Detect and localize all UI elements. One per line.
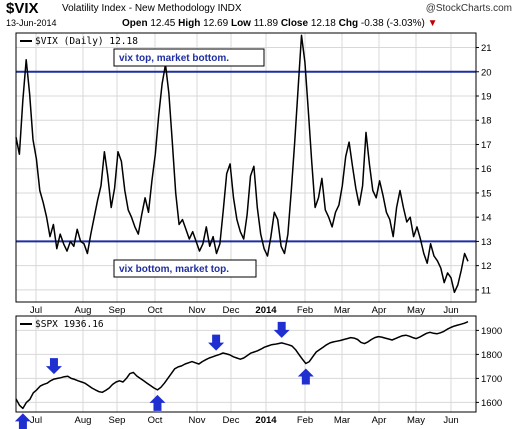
x-tick-label: Dec bbox=[223, 415, 240, 426]
y-tick-label: 12 bbox=[481, 261, 492, 272]
y-tick-label: 1700 bbox=[481, 374, 502, 385]
x-tick-label: Jun bbox=[443, 415, 458, 426]
x-tick-label: Feb bbox=[297, 415, 313, 426]
y-tick-label: 15 bbox=[481, 188, 492, 199]
chart-header: $VIX Volatility Index - New Methodology … bbox=[0, 0, 520, 30]
x-tick-label: May bbox=[407, 415, 425, 426]
x-tick-label: Aug bbox=[75, 415, 92, 426]
quote-date: 13-Jun-2014 bbox=[6, 18, 57, 28]
arrow-up-icon bbox=[14, 413, 31, 429]
close-value: 12.18 bbox=[310, 18, 336, 29]
description: Volatility Index - New Methodology bbox=[62, 3, 215, 14]
chg-value: -0.38 (-3.03%) bbox=[360, 18, 425, 29]
quote-line: Open 12.45 High 12.69 Low 11.89 Close 12… bbox=[122, 18, 438, 29]
y-tick-label: 14 bbox=[481, 213, 492, 224]
exchange: INDX bbox=[217, 3, 242, 14]
price-series-line bbox=[15, 321, 469, 410]
x-tick-label: Apr bbox=[372, 415, 387, 426]
x-tick-label: 2014 bbox=[255, 415, 277, 426]
y-tick-label: 11 bbox=[481, 285, 491, 296]
arrow-up-icon bbox=[297, 368, 314, 385]
x-tick-label: Oct bbox=[148, 305, 163, 316]
panel-frame bbox=[15, 32, 477, 303]
x-tick-label: May bbox=[407, 305, 425, 316]
panel-spx bbox=[14, 315, 479, 429]
annotation-box bbox=[113, 48, 265, 67]
x-tick-label: Apr bbox=[372, 305, 387, 316]
x-tick-label: Oct bbox=[148, 415, 163, 426]
x-tick-label: 2014 bbox=[255, 305, 277, 316]
chg-label: Chg bbox=[338, 18, 359, 29]
annotation-text: vix top, market bottom. bbox=[119, 53, 229, 64]
arrow-up-icon bbox=[149, 394, 166, 411]
y-tick-label: 17 bbox=[481, 140, 492, 151]
open-label: Open bbox=[122, 18, 148, 29]
panel-vix bbox=[15, 32, 479, 303]
arrow-down-icon bbox=[273, 321, 290, 338]
high-label: High bbox=[178, 18, 201, 29]
low-label: Low bbox=[230, 18, 251, 29]
y-tick-label: 21 bbox=[481, 43, 492, 54]
price-series-line bbox=[15, 34, 469, 294]
y-tick-label: 20 bbox=[481, 67, 492, 78]
y-tick-label: 19 bbox=[481, 92, 492, 103]
panel-label: $SPX 1936.16 bbox=[35, 319, 104, 330]
annotation-text: vix bottom, market top. bbox=[119, 264, 229, 275]
low-value: 11.89 bbox=[253, 18, 279, 29]
annotation-box bbox=[113, 259, 257, 278]
x-tick-label: Dec bbox=[223, 305, 240, 316]
y-tick-label: 16 bbox=[481, 164, 492, 175]
high-value: 12.69 bbox=[203, 18, 229, 29]
x-tick-label: Feb bbox=[297, 305, 313, 316]
y-tick-label: 18 bbox=[481, 116, 492, 127]
y-tick-label: 1800 bbox=[481, 350, 502, 361]
arrow-down-icon bbox=[45, 358, 62, 375]
brand-label: @StockCharts.com bbox=[425, 3, 512, 14]
arrow-down-icon bbox=[208, 334, 225, 351]
x-tick-label: Jul bbox=[30, 415, 42, 426]
y-tick-label: 1600 bbox=[481, 398, 502, 409]
x-tick-label: Aug bbox=[75, 305, 92, 316]
x-tick-label: Sep bbox=[109, 415, 126, 426]
description-line: Volatility Index - New Methodology INDX bbox=[62, 3, 242, 14]
x-tick-label: Nov bbox=[189, 415, 206, 426]
x-tick-label: Jun bbox=[443, 305, 458, 316]
open-value: 12.45 bbox=[150, 18, 176, 29]
x-tick-label: Nov bbox=[189, 305, 206, 316]
panel-label: $VIX (Daily) 12.18 bbox=[35, 36, 138, 47]
x-tick-label: Mar bbox=[334, 415, 350, 426]
y-tick-label: 13 bbox=[481, 237, 492, 248]
close-label: Close bbox=[280, 18, 309, 29]
x-tick-label: Jul bbox=[30, 305, 42, 316]
y-tick-label: 1900 bbox=[481, 326, 502, 337]
x-tick-label: Mar bbox=[334, 305, 350, 316]
x-tick-label: Sep bbox=[109, 305, 126, 316]
chg-down-marker: ▼ bbox=[427, 18, 438, 29]
panel-frame bbox=[15, 315, 477, 413]
symbol: $VIX bbox=[6, 0, 39, 17]
